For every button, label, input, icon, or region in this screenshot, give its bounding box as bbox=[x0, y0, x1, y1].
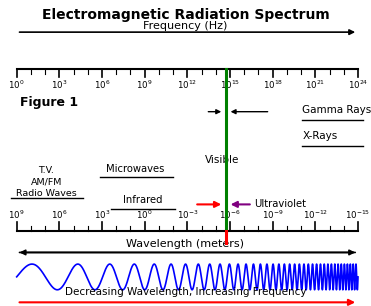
Text: Wavelength (meters): Wavelength (meters) bbox=[127, 239, 244, 249]
Text: $10^{3}$: $10^{3}$ bbox=[94, 209, 110, 221]
Text: $10^{-6}$: $10^{-6}$ bbox=[219, 209, 241, 221]
Text: $10^{6}$: $10^{6}$ bbox=[51, 209, 68, 221]
Text: Infrared: Infrared bbox=[123, 196, 162, 205]
Text: $10^{21}$: $10^{21}$ bbox=[305, 79, 325, 91]
Text: $10^{24}$: $10^{24}$ bbox=[348, 79, 368, 91]
Text: Decreasing Wavelength, Increasing Frequency: Decreasing Wavelength, Increasing Freque… bbox=[65, 287, 306, 297]
Text: Figure 1: Figure 1 bbox=[20, 96, 79, 109]
Text: $10^{-12}$: $10^{-12}$ bbox=[303, 209, 328, 221]
Text: Visible: Visible bbox=[205, 155, 239, 165]
Text: $10^{12}$: $10^{12}$ bbox=[177, 79, 197, 91]
Text: Microwaves: Microwaves bbox=[106, 164, 165, 174]
Text: Electromagnetic Radiation Spectrum: Electromagnetic Radiation Spectrum bbox=[42, 8, 329, 22]
Text: $10^{9}$: $10^{9}$ bbox=[137, 79, 153, 91]
Text: Frequency (Hz): Frequency (Hz) bbox=[143, 21, 228, 31]
Text: Ultraviolet: Ultraviolet bbox=[254, 200, 306, 209]
Text: $10^{18}$: $10^{18}$ bbox=[263, 79, 283, 91]
Text: $10^{-3}$: $10^{-3}$ bbox=[177, 209, 198, 221]
Text: $10^{0}$: $10^{0}$ bbox=[9, 79, 25, 91]
Text: $10^{0}$: $10^{0}$ bbox=[137, 209, 153, 221]
Text: X-Rays: X-Rays bbox=[302, 131, 338, 141]
Text: $10^{9}$: $10^{9}$ bbox=[9, 209, 25, 221]
Text: T.V.
AM/FM
Radio Waves: T.V. AM/FM Radio Waves bbox=[16, 166, 77, 198]
Text: $10^{6}$: $10^{6}$ bbox=[94, 79, 110, 91]
Text: $10^{-9}$: $10^{-9}$ bbox=[262, 209, 283, 221]
Text: Gamma Rays: Gamma Rays bbox=[302, 105, 371, 115]
Text: $10^{-15}$: $10^{-15}$ bbox=[345, 209, 371, 221]
Text: $10^{3}$: $10^{3}$ bbox=[51, 79, 68, 91]
Text: $10^{15}$: $10^{15}$ bbox=[220, 79, 240, 91]
